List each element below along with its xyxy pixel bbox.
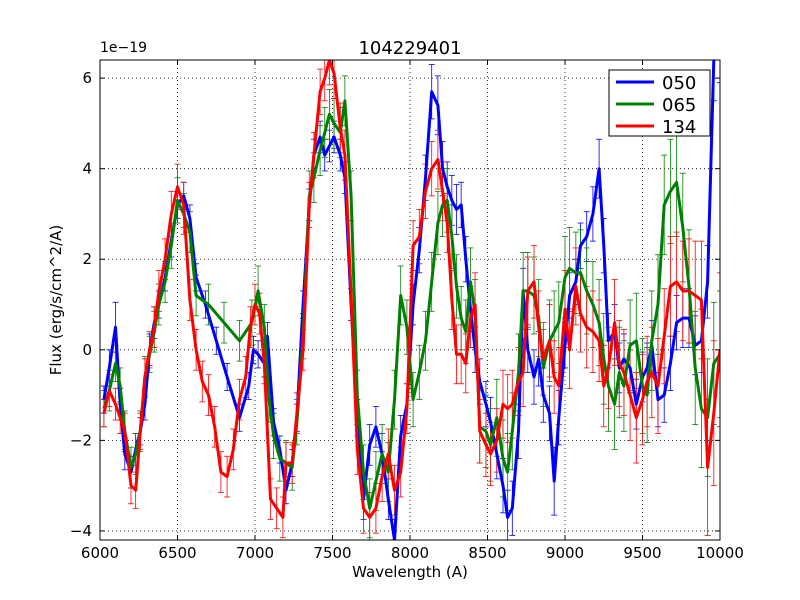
series-line-134 [102,60,720,519]
x-tick-label: 7500 [313,544,351,562]
x-tick-label: 8500 [468,544,506,562]
data-series [100,60,720,540]
x-tick-label: 6000 [81,544,119,562]
legend: 050 065 134 [608,69,711,138]
y-tick-label: 4 [82,160,92,178]
y-axis-label: Flux (erg/s/cm^2/A) [47,225,65,376]
x-tick-label: 9000 [546,544,584,562]
x-axis-label: Wavelength (A) [352,563,468,581]
y-tick-label: −2 [70,431,92,449]
y-tick-label: 0 [82,341,92,359]
y-tick-label: −4 [70,522,92,540]
x-tick-label: 7000 [236,544,274,562]
chart-title: 104229401 [358,38,461,59]
series-line-065 [102,99,720,510]
legend-label-134: 134 [662,117,696,138]
x-tick-label: 10000 [696,544,744,562]
y-offset-label: 1e−19 [100,40,147,56]
x-tick-label: 6500 [158,544,196,562]
legend-label-050: 050 [662,73,696,94]
x-tick-label: 8000 [391,544,429,562]
x-tick-label: 9500 [623,544,661,562]
legend-label-065: 065 [662,95,696,116]
axis-ticks: 6000 6500 7000 7500 8000 8500 9000 9500 10000 −4 −… [70,60,744,562]
y-tick-label: 6 [82,69,92,87]
y-tick-label: 2 [82,250,92,268]
